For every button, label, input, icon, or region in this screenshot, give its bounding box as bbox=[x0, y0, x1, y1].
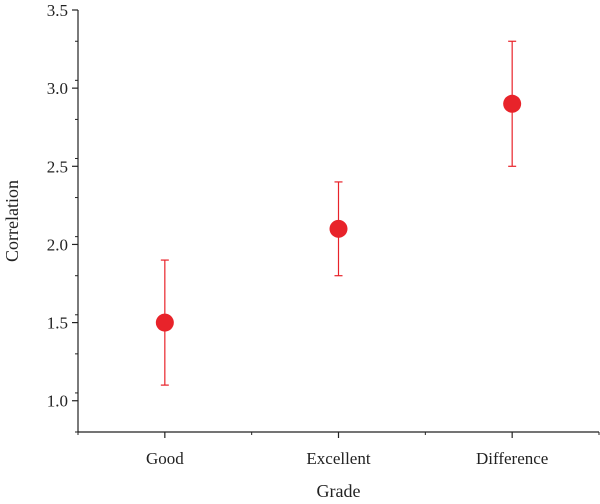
x-axis-title: Grade bbox=[317, 481, 361, 501]
y-tick-label: 2.5 bbox=[47, 157, 68, 176]
data-point bbox=[329, 219, 348, 238]
data-point bbox=[503, 94, 522, 113]
y-tick-label: 3.5 bbox=[47, 1, 68, 20]
y-tick-label: 3.0 bbox=[47, 79, 68, 98]
y-tick-label: 1.5 bbox=[47, 314, 68, 333]
y-tick-label: 1.0 bbox=[47, 392, 68, 411]
x-tick-label: Difference bbox=[476, 449, 548, 468]
plot-area bbox=[155, 40, 522, 386]
x-axis: Good Excellent Difference bbox=[77, 431, 600, 468]
y-tick-label: 2.0 bbox=[47, 235, 68, 254]
y-axis-title: Correlation bbox=[2, 180, 22, 262]
data-point bbox=[155, 313, 174, 332]
x-tick-label: Good bbox=[146, 449, 184, 468]
x-tick-label: Excellent bbox=[306, 449, 370, 468]
y-axis: 1.0 1.5 2.0 2.5 3.0 3.5 bbox=[47, 1, 79, 433]
